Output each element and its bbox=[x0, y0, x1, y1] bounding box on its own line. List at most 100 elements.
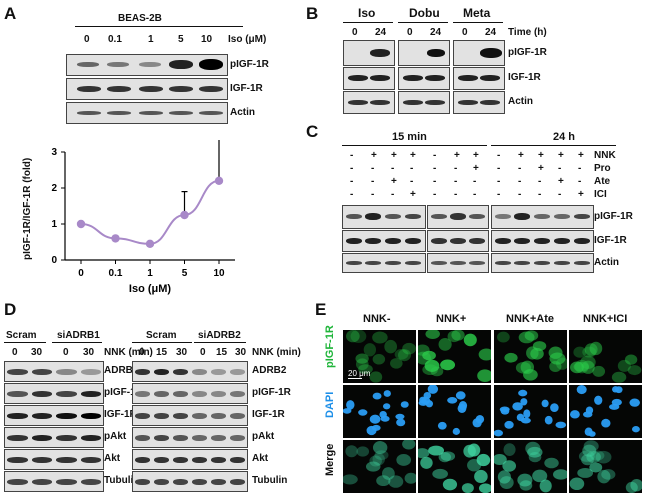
chart-xlabel: Iso (μM) bbox=[129, 283, 172, 295]
treatment-label: NNK bbox=[594, 150, 616, 161]
label-c-actin: Actin bbox=[594, 257, 619, 268]
blot-c-pigf1r-2 bbox=[427, 205, 489, 229]
e-row-pigf1r: pIGF-1R bbox=[324, 325, 336, 368]
blot-d-label: pAkt bbox=[104, 431, 127, 442]
panel-d-label: D bbox=[4, 300, 17, 319]
fluorescence-image bbox=[569, 330, 642, 383]
treatment-sign: + bbox=[558, 150, 564, 161]
blot-d-row bbox=[132, 427, 248, 448]
fluorescence-image bbox=[343, 330, 416, 383]
blot-b-pigf1r-dobu bbox=[398, 40, 450, 66]
treatment-sign: - bbox=[454, 163, 458, 174]
treatment-sign: + bbox=[371, 150, 377, 161]
dose-0: 0 bbox=[84, 34, 90, 45]
panel-c-label: C bbox=[306, 122, 319, 141]
blot-d-row bbox=[132, 449, 248, 470]
time-24b: 24 bbox=[430, 27, 442, 38]
blot-d-row bbox=[4, 405, 104, 426]
treatment-sign: + bbox=[391, 150, 397, 161]
group-dobu: Dobu bbox=[409, 6, 440, 20]
blot-d-label: Tubulin bbox=[104, 475, 140, 486]
treatment-sign: - bbox=[410, 163, 414, 174]
treatment-sign: - bbox=[518, 176, 522, 187]
blot-d-row bbox=[132, 383, 248, 404]
blot-b-actin-dobu bbox=[398, 91, 450, 114]
blot-d-label: IGF-1R bbox=[104, 409, 137, 420]
treatment-sign: + bbox=[391, 176, 397, 187]
blot-c-igf1r-3 bbox=[491, 230, 594, 252]
d-right-time-label: NNK (min) bbox=[252, 347, 301, 358]
chart-ylabel: pIGF-1R/IGF-1R (fold) bbox=[22, 157, 33, 260]
blot-d-label: IGF-1R bbox=[252, 409, 285, 420]
treatment-sign: - bbox=[497, 163, 501, 174]
e-row-dapi: DAPI bbox=[324, 391, 336, 418]
blot-d-label: ADRB1 bbox=[104, 365, 139, 376]
label-b-actin: Actin bbox=[508, 96, 533, 107]
d-left-bar-scram bbox=[4, 342, 46, 343]
blot-d-row bbox=[4, 449, 104, 470]
treatment-sign: - bbox=[391, 189, 395, 200]
treatment-sign: + bbox=[578, 189, 584, 200]
d-right-bar-si bbox=[194, 342, 246, 343]
treatment-label: ICI bbox=[594, 189, 607, 200]
data-point bbox=[180, 210, 189, 220]
scale-bar bbox=[348, 378, 362, 379]
x-tick-label: 5 bbox=[182, 268, 188, 279]
treatment-sign: - bbox=[497, 176, 501, 187]
timegroup-24h: 24 h bbox=[553, 131, 576, 143]
blot-d-row bbox=[132, 361, 248, 382]
blot-d-row bbox=[4, 361, 104, 382]
treatment-sign: + bbox=[454, 150, 460, 161]
blot-d-label: pIGF-1R bbox=[252, 387, 291, 398]
treatment-sign: + bbox=[473, 163, 479, 174]
blot-a-actin bbox=[66, 102, 228, 124]
blot-c-igf1r-2 bbox=[427, 230, 489, 252]
treatment-sign: - bbox=[350, 176, 354, 187]
treatment-sign: + bbox=[558, 176, 564, 187]
blot-d-row bbox=[132, 471, 248, 492]
blot-c-actin-2 bbox=[427, 253, 489, 273]
d-left-group-si: siADRB1 bbox=[57, 330, 100, 341]
label-c-igf1r: IGF-1R bbox=[594, 235, 627, 246]
time-0b: 0 bbox=[407, 27, 413, 38]
blot-b-actin-iso bbox=[343, 91, 395, 114]
blot-c-actin-3 bbox=[491, 253, 594, 273]
treatment-sign: - bbox=[497, 189, 501, 200]
series-line bbox=[80, 179, 220, 245]
treatment-sign: - bbox=[578, 176, 582, 187]
e-col-nnk-ici: NNK+ICI bbox=[583, 313, 628, 325]
d-left-time-label: NNK (min) bbox=[104, 347, 153, 358]
e-col-nnk-ate: NNK+Ate bbox=[506, 313, 554, 325]
time-24c: 24 bbox=[485, 27, 497, 38]
time-unit-label: Time (h) bbox=[508, 27, 547, 38]
group-meta: Meta bbox=[463, 6, 491, 20]
treatment-sign: + bbox=[538, 150, 544, 161]
e-col-nnk-plus: NNK+ bbox=[436, 313, 467, 325]
treatment-sign: + bbox=[473, 150, 479, 161]
treatment-sign: - bbox=[433, 176, 437, 187]
x-tick-label: 1 bbox=[147, 268, 153, 279]
treatment-label: Pro bbox=[594, 163, 611, 174]
fluorescence-image bbox=[418, 440, 491, 493]
e-col-nnk-minus: NNK- bbox=[363, 313, 391, 325]
timegroup-bar-15min bbox=[342, 145, 487, 146]
treatment-sign: - bbox=[371, 163, 375, 174]
blot-b-igf1r-iso bbox=[343, 67, 395, 90]
data-point bbox=[214, 176, 224, 185]
treatment-sign: - bbox=[350, 189, 354, 200]
y-tick-label: 0 bbox=[51, 255, 57, 266]
treatment-sign: - bbox=[518, 163, 522, 174]
dose-5: 5 bbox=[178, 34, 184, 45]
dose-1: 1 bbox=[148, 34, 154, 45]
x-tick-label: 0.1 bbox=[109, 268, 123, 279]
label-a-igf1r: IGF-1R bbox=[230, 83, 263, 94]
blot-d-row bbox=[4, 383, 104, 404]
fluorescence-image bbox=[494, 440, 567, 493]
d-left-bar-si bbox=[52, 342, 102, 343]
d-left-t0a: 0 bbox=[12, 347, 18, 358]
d-right-group-scram: Scram bbox=[146, 330, 177, 341]
label-b-pigf1r: pIGF-1R bbox=[508, 47, 547, 58]
treatment-sign: - bbox=[497, 150, 501, 161]
treatment-sign: + bbox=[538, 163, 544, 174]
